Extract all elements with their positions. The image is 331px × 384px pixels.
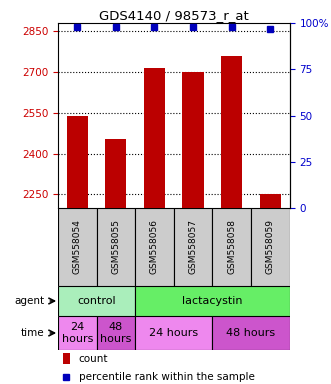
Bar <box>135 316 213 350</box>
Bar <box>58 316 97 350</box>
Text: GSM558056: GSM558056 <box>150 220 159 275</box>
Bar <box>221 56 242 208</box>
Bar <box>63 353 70 364</box>
Text: GSM558054: GSM558054 <box>73 220 82 275</box>
Text: 24 hours: 24 hours <box>149 328 198 338</box>
Text: GSM558058: GSM558058 <box>227 220 236 275</box>
Text: 48 hours: 48 hours <box>226 328 276 338</box>
Bar <box>144 68 165 208</box>
Bar <box>67 116 88 208</box>
Bar <box>174 208 213 286</box>
Bar <box>213 316 290 350</box>
Bar <box>58 286 135 316</box>
Text: 48
hours: 48 hours <box>100 322 131 344</box>
Text: GSM558055: GSM558055 <box>111 220 120 275</box>
Bar <box>135 286 290 316</box>
Text: time: time <box>21 328 44 338</box>
Text: lactacystin: lactacystin <box>182 296 243 306</box>
Bar <box>105 139 126 208</box>
Text: count: count <box>79 354 108 364</box>
Text: 24
hours: 24 hours <box>62 322 93 344</box>
Text: percentile rank within the sample: percentile rank within the sample <box>79 372 255 382</box>
Text: GSM558057: GSM558057 <box>189 220 198 275</box>
Bar <box>135 208 174 286</box>
Bar <box>213 208 251 286</box>
Bar <box>182 72 204 208</box>
Bar <box>97 208 135 286</box>
Bar <box>58 208 97 286</box>
Text: control: control <box>77 296 116 306</box>
Title: GDS4140 / 98573_r_at: GDS4140 / 98573_r_at <box>99 9 249 22</box>
Bar <box>251 208 290 286</box>
Text: agent: agent <box>14 296 44 306</box>
Bar <box>97 316 135 350</box>
Text: GSM558059: GSM558059 <box>266 220 275 275</box>
Bar <box>260 194 281 208</box>
